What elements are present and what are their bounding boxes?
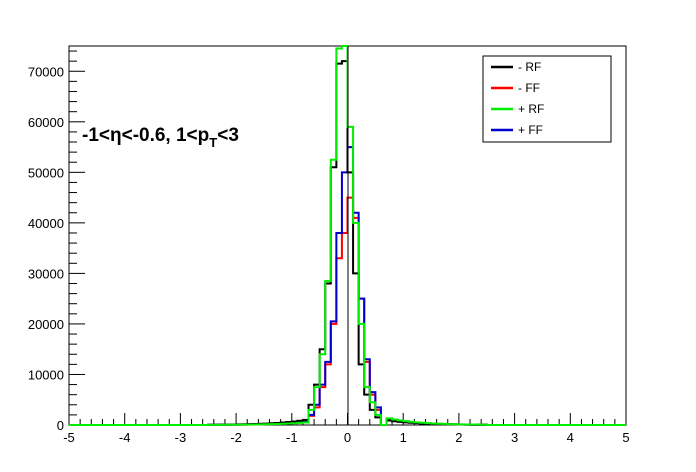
x-tick-label: -3 bbox=[175, 430, 187, 445]
annotation-subscript: T bbox=[209, 135, 217, 150]
x-tick-label: -1 bbox=[286, 430, 298, 445]
y-tick-label: 60000 bbox=[28, 115, 64, 130]
annotation-main: -1<η<-0.6, 1<p bbox=[82, 125, 209, 146]
x-tick-label: 1 bbox=[400, 430, 407, 445]
annotation-tail: <3 bbox=[217, 125, 239, 146]
legend-label: - RF bbox=[518, 60, 541, 74]
y-tick-label: 10000 bbox=[28, 367, 64, 382]
legend-label: - FF bbox=[518, 81, 540, 95]
x-tick-label: 4 bbox=[567, 430, 574, 445]
y-tick-label: 40000 bbox=[28, 216, 64, 231]
y-tick-label: 50000 bbox=[28, 165, 64, 180]
x-tick-label: 2 bbox=[455, 430, 462, 445]
y-tick-label: 70000 bbox=[28, 64, 64, 79]
x-tick-label: -4 bbox=[119, 430, 131, 445]
x-tick-label: 5 bbox=[622, 430, 629, 445]
y-tick-label: 20000 bbox=[28, 317, 64, 332]
x-tick-label: -2 bbox=[230, 430, 242, 445]
y-tick-label: 30000 bbox=[28, 266, 64, 281]
y-tick-labels: 0 10000 20000 30000 40000 50000 60000 70000 bbox=[28, 64, 64, 433]
x-tick-label: 0 bbox=[344, 430, 351, 445]
x-tick-labels: -5 -4 -3 -2 -1 0 1 2 3 4 5 bbox=[63, 430, 629, 445]
legend-box bbox=[482, 55, 612, 143]
legend-label: + RF bbox=[518, 102, 544, 116]
y-tick-label: 0 bbox=[57, 418, 64, 433]
legend-label: + FF bbox=[518, 123, 543, 137]
x-tick-label: 3 bbox=[511, 430, 518, 445]
x-tick-label: -5 bbox=[63, 430, 75, 445]
kinematic-annotation: -1<η<-0.6, 1<pT<3 bbox=[82, 125, 239, 150]
legend: - RF - FF + RF + FF bbox=[482, 55, 612, 143]
